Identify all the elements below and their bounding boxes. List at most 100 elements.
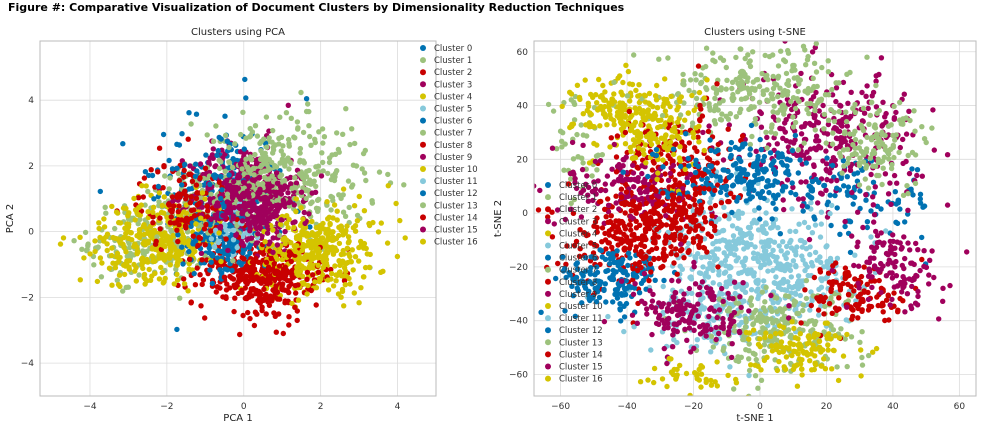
- data-point: [282, 163, 288, 169]
- data-point: [595, 106, 601, 112]
- data-point: [151, 227, 158, 233]
- data-point: [693, 95, 700, 102]
- data-point: [328, 193, 334, 200]
- data-point: [340, 131, 346, 137]
- data-point: [229, 275, 235, 281]
- data-point: [402, 235, 408, 241]
- data-point: [800, 196, 806, 202]
- data-point: [249, 129, 256, 135]
- data-point: [897, 206, 903, 212]
- data-point: [97, 255, 104, 261]
- data-point: [610, 299, 616, 305]
- data-point: [292, 219, 298, 225]
- data-point: [330, 197, 336, 204]
- data-point: [721, 204, 727, 210]
- data-point: [271, 261, 277, 267]
- data-point: [204, 132, 210, 138]
- data-point: [750, 79, 756, 85]
- data-point: [218, 195, 224, 202]
- data-point: [236, 204, 242, 210]
- data-point: [273, 253, 279, 260]
- data-point: [571, 117, 578, 123]
- data-point: [262, 239, 268, 245]
- data-point: [320, 264, 326, 271]
- data-point: [677, 180, 683, 186]
- data-point: [821, 130, 827, 136]
- data-point: [805, 90, 811, 96]
- data-point: [605, 251, 612, 257]
- series-cluster-16: [57, 183, 408, 306]
- data-point: [718, 117, 725, 123]
- data-point: [341, 278, 348, 284]
- data-point: [816, 143, 822, 150]
- data-point: [804, 106, 810, 113]
- data-point: [710, 267, 716, 273]
- data-point: [277, 173, 283, 180]
- data-point: [305, 101, 311, 107]
- data-point: [914, 172, 920, 179]
- data-point: [292, 175, 298, 181]
- data-point: [255, 297, 261, 304]
- data-point: [161, 279, 167, 285]
- data-point: [164, 214, 170, 221]
- data-point: [331, 202, 338, 208]
- data-point: [768, 238, 774, 244]
- data-point: [203, 221, 209, 228]
- data-point: [906, 108, 912, 115]
- data-point: [254, 160, 260, 166]
- data-point: [689, 290, 695, 296]
- data-point: [123, 205, 129, 212]
- data-point: [777, 125, 783, 132]
- data-point: [707, 205, 714, 211]
- data-point: [57, 241, 64, 247]
- data-point: [593, 299, 600, 305]
- data-point: [136, 234, 143, 240]
- data-point: [596, 294, 603, 301]
- data-point: [919, 173, 925, 179]
- data-point: [343, 106, 349, 112]
- data-point: [775, 225, 781, 231]
- data-point: [720, 157, 727, 163]
- data-point: [219, 270, 225, 276]
- data-point: [273, 329, 279, 335]
- data-point: [902, 219, 908, 225]
- data-point: [150, 204, 157, 210]
- data-point: [900, 160, 906, 167]
- data-point: [768, 129, 774, 135]
- data-point: [174, 262, 180, 268]
- data-point: [229, 195, 236, 201]
- data-point: [723, 64, 729, 71]
- data-point: [123, 260, 130, 267]
- data-point: [261, 286, 267, 292]
- data-point: [749, 133, 755, 140]
- data-point: [803, 179, 809, 185]
- data-point: [752, 116, 759, 122]
- data-point: [847, 249, 854, 256]
- data-point: [322, 240, 328, 246]
- data-point: [637, 190, 644, 196]
- data-point: [312, 189, 319, 195]
- data-point: [348, 259, 354, 265]
- data-point: [224, 138, 230, 144]
- data-point: [845, 100, 851, 107]
- data-point: [680, 71, 686, 78]
- data-point: [182, 188, 188, 194]
- data-point: [848, 89, 854, 96]
- data-point: [238, 277, 244, 283]
- data-point: [234, 184, 240, 191]
- data-point: [840, 79, 847, 86]
- data-point: [255, 231, 261, 237]
- data-point: [608, 135, 614, 141]
- data-point: [280, 152, 286, 158]
- data-point: [259, 268, 265, 274]
- data-point: [289, 271, 295, 277]
- data-point: [96, 225, 102, 232]
- data-point: [707, 199, 713, 206]
- data-point: [236, 174, 243, 180]
- data-point: [848, 113, 854, 120]
- data-point: [158, 255, 164, 261]
- data-point: [247, 250, 253, 256]
- data-point: [300, 216, 306, 222]
- data-point: [821, 264, 827, 270]
- data-point: [614, 133, 621, 139]
